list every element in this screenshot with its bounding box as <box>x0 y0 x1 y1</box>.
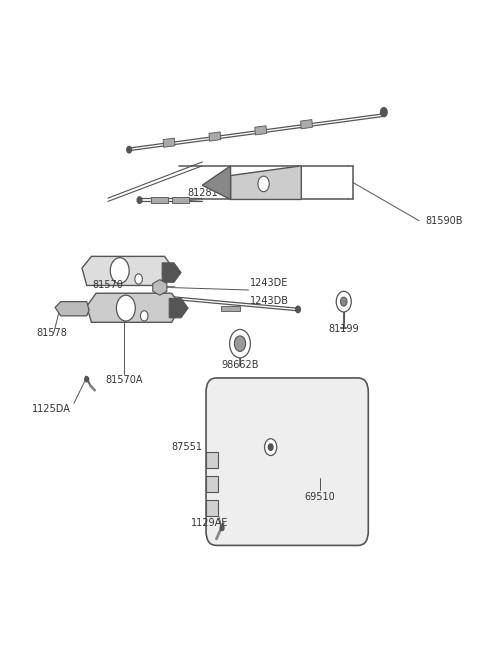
Circle shape <box>110 257 129 284</box>
Polygon shape <box>163 138 175 147</box>
Polygon shape <box>153 280 167 295</box>
Circle shape <box>340 297 347 306</box>
Text: 81570A: 81570A <box>106 375 143 385</box>
FancyBboxPatch shape <box>205 453 218 468</box>
Circle shape <box>234 336 246 352</box>
Circle shape <box>220 525 224 531</box>
Circle shape <box>229 329 251 358</box>
Polygon shape <box>55 302 89 316</box>
Text: 1243DE: 1243DE <box>251 278 289 288</box>
Text: 1243DB: 1243DB <box>251 296 289 306</box>
Circle shape <box>117 295 135 321</box>
Text: 98662B: 98662B <box>221 360 259 370</box>
Circle shape <box>135 274 143 284</box>
Circle shape <box>137 197 142 203</box>
Polygon shape <box>209 132 221 141</box>
Circle shape <box>268 444 273 451</box>
Text: 81570: 81570 <box>93 280 123 290</box>
Polygon shape <box>82 256 174 286</box>
Polygon shape <box>230 166 301 200</box>
Polygon shape <box>162 263 181 282</box>
Text: 81199: 81199 <box>328 324 359 333</box>
FancyBboxPatch shape <box>206 378 368 546</box>
Circle shape <box>336 291 351 312</box>
Polygon shape <box>151 197 168 203</box>
Circle shape <box>264 439 277 455</box>
Circle shape <box>381 107 387 117</box>
Text: 1129AE: 1129AE <box>191 518 228 529</box>
Circle shape <box>141 310 148 321</box>
Text: 87551: 87551 <box>171 442 202 452</box>
Polygon shape <box>202 166 230 200</box>
Polygon shape <box>169 299 188 318</box>
Text: 81578: 81578 <box>36 328 67 339</box>
Polygon shape <box>172 197 189 203</box>
Circle shape <box>85 377 89 382</box>
Polygon shape <box>87 293 181 322</box>
Text: 1125DA: 1125DA <box>32 404 71 415</box>
Circle shape <box>296 306 300 312</box>
Polygon shape <box>255 126 266 135</box>
Polygon shape <box>221 306 240 311</box>
Text: 81590B: 81590B <box>425 215 463 226</box>
Text: 81281: 81281 <box>187 188 217 198</box>
Circle shape <box>127 147 132 153</box>
Text: 69510: 69510 <box>305 493 336 502</box>
FancyBboxPatch shape <box>205 476 218 492</box>
Polygon shape <box>300 120 312 129</box>
FancyBboxPatch shape <box>205 500 218 515</box>
Circle shape <box>258 176 269 192</box>
